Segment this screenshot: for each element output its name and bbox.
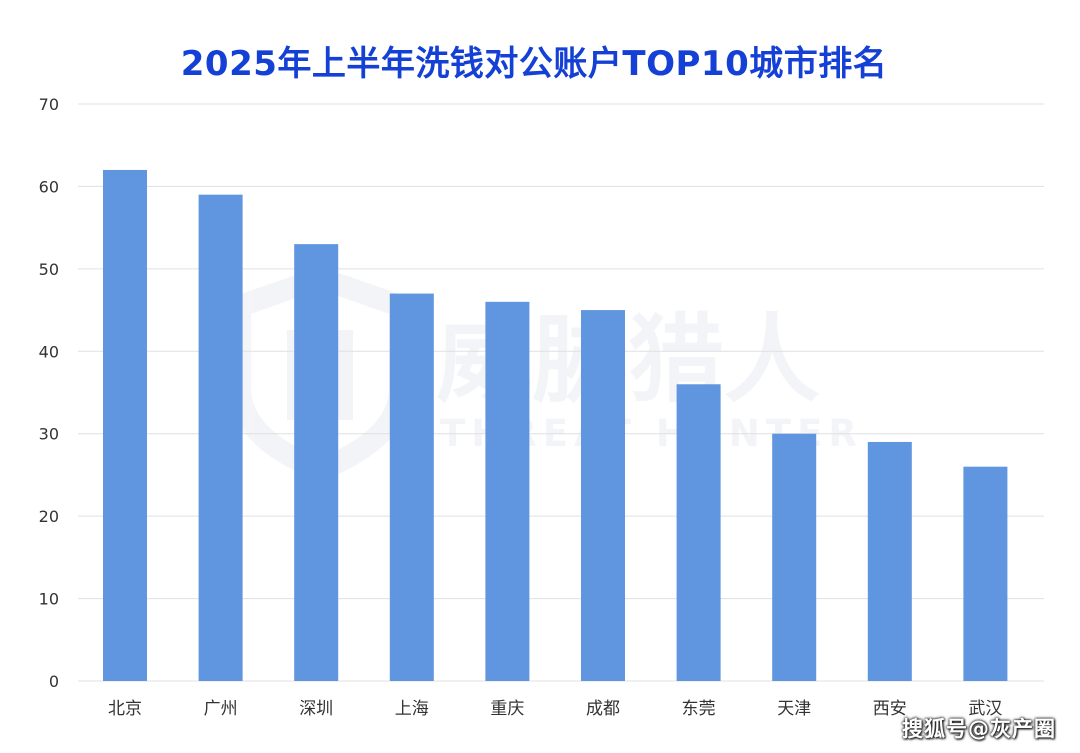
x-category-label: 武汉	[968, 699, 1002, 719]
x-category-label: 深圳	[299, 699, 333, 719]
x-category-label: 广州	[204, 699, 238, 719]
y-tick-label: 10	[39, 590, 59, 609]
bars	[103, 169, 1008, 681]
bar-6	[676, 384, 721, 681]
bar-1	[198, 194, 243, 681]
bar-4	[485, 301, 530, 681]
bar-7	[772, 433, 817, 681]
bar-8	[867, 441, 912, 681]
bar-9	[963, 466, 1008, 681]
x-category-label: 北京	[108, 699, 142, 719]
x-category-label: 成都	[586, 699, 620, 719]
y-tick-label: 20	[39, 507, 59, 526]
chart-title: 2025年上半年洗钱对公账户TOP10城市排名	[180, 44, 888, 84]
x-category-label: 西安	[873, 699, 907, 719]
y-tick-label: 30	[39, 425, 59, 444]
y-tick-label: 0	[49, 672, 59, 691]
y-axis-ticks: 0 10 20 30 40 50 60 70	[39, 95, 59, 691]
x-category-label: 天津	[777, 699, 811, 719]
bar-5	[581, 310, 625, 681]
y-tick-label: 70	[39, 95, 59, 114]
bar-2	[294, 244, 339, 681]
bar-3	[389, 293, 434, 681]
y-tick-label: 60	[39, 177, 59, 196]
y-tick-label: 50	[39, 260, 59, 279]
bar-0	[103, 169, 147, 681]
x-category-label: 东莞	[682, 699, 716, 719]
source-watermark: 搜狐号@灰产圈	[902, 717, 1056, 741]
x-category-label: 上海	[395, 699, 429, 719]
y-tick-label: 40	[39, 342, 59, 361]
x-category-label: 重庆	[490, 699, 524, 719]
x-axis-categories: 北京 广州 深圳 上海 重庆 成都 东莞 天津 西安 武汉	[108, 699, 1002, 719]
